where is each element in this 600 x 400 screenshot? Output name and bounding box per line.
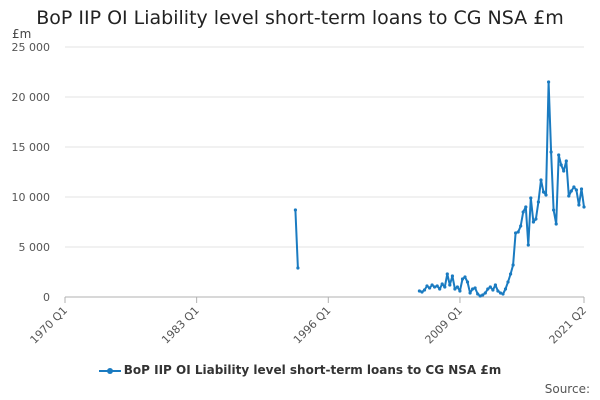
data-point [559,163,563,167]
data-point [521,210,525,214]
data-point [483,291,487,295]
y-tick-label: 5 000 [19,241,51,254]
data-point [547,80,551,84]
legend-swatch [98,366,121,376]
data-point [486,287,490,291]
data-point [496,289,500,293]
data-point [498,291,503,295]
x-tick-label: 1983 Q1 [159,304,202,347]
data-point [554,222,558,226]
data-point [572,185,576,189]
data-point [440,282,444,286]
data-point [476,292,480,296]
data-point [478,294,482,298]
data-point [453,287,457,291]
data-point [569,189,573,193]
data-point [524,205,528,209]
legend: BoP IIP OI Liability level short-term lo… [0,363,600,377]
data-point [531,220,536,224]
data-point [448,283,452,287]
data-point [579,187,584,191]
data-point [582,205,586,209]
data-point [503,287,508,291]
data-point [491,288,495,292]
data-point [465,280,470,284]
data-point [574,188,579,192]
tick-labels: 0 5 000 10 000 15 000 20 000 25 000 1970 Q1 198… [12,41,590,346]
data-point [422,288,427,292]
data-point [430,283,434,287]
data-point [471,287,475,291]
data-point [443,285,447,289]
data-point [539,178,543,182]
data-point [577,203,581,207]
data-point [417,289,421,293]
source-label: Source: [544,382,590,396]
x-tick-label: 2009 Q1 [423,304,466,347]
y-tick-label: 25 000 [12,41,51,54]
data-point [481,293,485,297]
data-point [493,283,497,287]
data-point [567,194,571,198]
y-tick-label: 20 000 [12,91,51,104]
data-point [445,272,449,276]
data-point [463,275,467,279]
data-point [562,169,566,173]
data-point [516,230,520,234]
series-path [418,81,585,297]
data-point [529,196,533,200]
data-point [450,274,454,278]
data-point [438,287,442,291]
data-point [519,224,523,228]
data-point [526,243,530,247]
data-point [435,284,439,288]
data-point [433,285,437,289]
data-point [293,208,297,212]
data-point [488,285,492,289]
data-point [501,292,505,296]
data-point [428,286,432,290]
data-point [557,153,561,157]
data-point [564,159,568,163]
data-point [458,289,462,293]
data-point [425,284,429,288]
data-point [541,190,546,194]
x-tick-label: 1970 Q1 [28,304,71,347]
data-point [468,291,472,295]
y-tick-label: 0 [43,291,50,304]
axes [64,296,585,303]
data-point [544,193,548,197]
data-point [455,285,459,289]
y-tick-label: 15 000 [12,141,51,154]
y-tick-label: 10 000 [12,191,51,204]
data-point [552,208,556,212]
data-point [536,200,541,204]
gridlines [65,46,584,248]
legend-label: BoP IIP OI Liability level short-term lo… [123,363,502,377]
data-point [460,277,465,281]
x-tick-label: 1996 Q1 [291,304,334,347]
chart-title: BoP IIP OI Liability level short-term lo… [36,7,564,29]
series-path [294,209,299,269]
data-point [296,266,300,270]
data-point [506,280,510,284]
data-point [420,290,424,294]
data-point [473,286,477,290]
data-point [509,272,513,276]
data-point [549,150,553,154]
series-line [293,80,586,298]
y-axis-unit-label: £m [12,27,32,41]
data-point [511,263,515,267]
x-tick-label: 2021 Q2 [547,304,590,347]
data-point [514,231,518,235]
data-point [534,217,538,221]
